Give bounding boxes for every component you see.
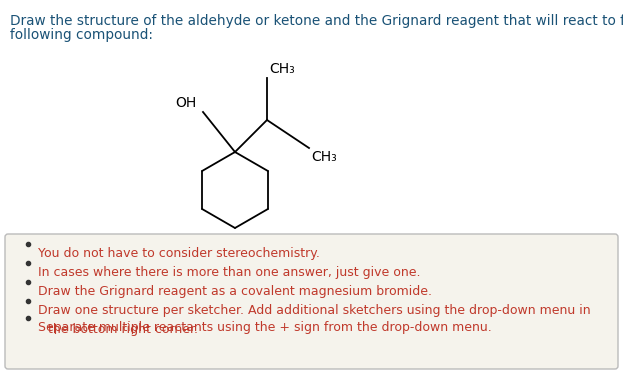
Text: Draw the Grignard reagent as a covalent magnesium bromide.: Draw the Grignard reagent as a covalent … xyxy=(38,285,432,298)
Text: In cases where there is more than one answer, just give one.: In cases where there is more than one an… xyxy=(38,266,421,279)
Text: CH₃: CH₃ xyxy=(269,62,295,76)
Text: You do not have to consider stereochemistry.: You do not have to consider stereochemis… xyxy=(38,247,320,260)
FancyBboxPatch shape xyxy=(5,234,618,369)
Text: Draw one structure per sketcher. Add additional sketchers using the drop-down me: Draw one structure per sketcher. Add add… xyxy=(38,304,591,317)
Text: Separate multiple reactants using the + sign from the drop-down menu.: Separate multiple reactants using the + … xyxy=(38,321,492,334)
Text: OH: OH xyxy=(176,96,197,110)
Text: following compound:: following compound: xyxy=(10,28,153,42)
Text: Draw the structure of the aldehyde or ketone and the Grignard reagent that will : Draw the structure of the aldehyde or ke… xyxy=(10,14,623,28)
Text: CH₃: CH₃ xyxy=(311,150,337,164)
Text: the bottom right corner.: the bottom right corner. xyxy=(48,323,198,336)
